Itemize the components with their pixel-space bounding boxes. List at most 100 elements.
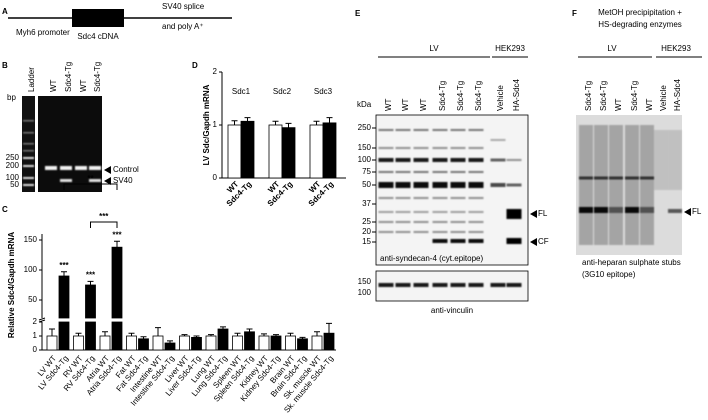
blot-band [594, 176, 608, 180]
ladder-size: 100 [6, 173, 20, 182]
y-tick-label: 0 [33, 345, 38, 354]
error-bar [128, 332, 135, 336]
blot-band [413, 197, 429, 199]
panel-label: F [572, 9, 577, 18]
bar [258, 335, 270, 351]
blot-band [432, 171, 448, 173]
blot-band [468, 231, 484, 233]
blot-band [640, 176, 654, 180]
error-bar [234, 332, 241, 336]
gel-band [89, 179, 101, 182]
blot-band [413, 158, 429, 162]
ladder-size: 250 [6, 153, 20, 162]
significance: ** [87, 174, 94, 183]
polya-label: and poly A⁺ [162, 22, 204, 31]
blot-band [378, 221, 394, 223]
error-bar [246, 328, 253, 332]
panel-label: C [2, 205, 8, 214]
ladder-band [23, 120, 34, 122]
bar [138, 338, 149, 351]
marker-label: 100 [358, 288, 372, 297]
lane-label: WT [49, 79, 58, 92]
blot-band [450, 147, 466, 149]
blot-band [432, 158, 448, 162]
blot-band [594, 207, 608, 213]
band-label: FL [538, 209, 548, 218]
polya-label: SV40 splice [162, 2, 205, 11]
error-bar [220, 326, 226, 329]
bar [270, 335, 282, 351]
y-tick-label: 1 [213, 120, 218, 129]
gel-band [89, 166, 101, 170]
bar [85, 321, 96, 351]
y-tick-label: 150 [24, 235, 38, 244]
bar [85, 284, 96, 319]
blot-band [468, 147, 484, 149]
bar [73, 335, 84, 351]
arrowhead [684, 208, 691, 216]
blot-band [432, 221, 448, 223]
blot-band [395, 158, 411, 162]
ladder-band [23, 184, 34, 186]
ladder-band [23, 165, 34, 167]
error-bar [285, 122, 292, 128]
blot-band [378, 211, 394, 213]
bar [311, 335, 323, 351]
blot-band [395, 283, 411, 287]
blot-band [450, 283, 466, 287]
marker-label: 37 [362, 199, 371, 208]
blot-band [506, 283, 522, 287]
blot-band [395, 147, 411, 149]
blot-band [450, 239, 466, 243]
blot-band [378, 158, 394, 162]
blot-band [413, 221, 429, 223]
blot-band [609, 207, 623, 213]
ladder-band [23, 157, 34, 159]
bar [309, 124, 324, 179]
blot-band [506, 183, 522, 187]
significance: *** [59, 261, 69, 270]
lane-label: WT [384, 98, 393, 111]
blot-band [668, 130, 682, 190]
arrowhead [104, 177, 111, 185]
error-bar [87, 280, 94, 285]
blot-band [413, 283, 429, 287]
lane-label: WT [645, 98, 654, 111]
bar [281, 127, 296, 179]
lane-label: HA-Sdc4 [673, 78, 682, 111]
error-bar [299, 336, 306, 339]
bar [111, 246, 123, 319]
blot-band [450, 158, 466, 162]
error-bar [75, 332, 82, 336]
significance: *** [99, 212, 109, 221]
blot-band [395, 171, 411, 173]
blot-band [625, 207, 639, 213]
error-bar [193, 335, 200, 338]
lane-label: Sdc4-Tg [630, 81, 639, 111]
error-bar [102, 331, 108, 336]
lane-label: Vehicle [659, 85, 668, 111]
comparison-bracket [90, 221, 118, 228]
blot-band [468, 182, 484, 188]
gel-band [75, 166, 87, 170]
marker-label: 150 [358, 143, 372, 152]
lane-label: WT [419, 98, 428, 111]
bar [297, 338, 308, 351]
blot-band [395, 129, 411, 131]
panel-label: D [192, 61, 198, 70]
blot-band [432, 231, 448, 233]
bar [323, 332, 335, 351]
blot-band [468, 221, 484, 223]
blot-band [450, 171, 466, 173]
marker-label: 100 [358, 155, 372, 164]
error-bar [313, 120, 320, 125]
blot-band [506, 238, 522, 244]
bar [285, 335, 296, 351]
blot-band [413, 211, 429, 213]
y-axis-label: LV Sdc/Gapdh mRNA [202, 84, 211, 165]
blot-band [450, 182, 466, 188]
blot-title: HS-degrading enzymes [598, 20, 682, 29]
blot-band [490, 183, 506, 187]
blot-band [395, 182, 411, 188]
